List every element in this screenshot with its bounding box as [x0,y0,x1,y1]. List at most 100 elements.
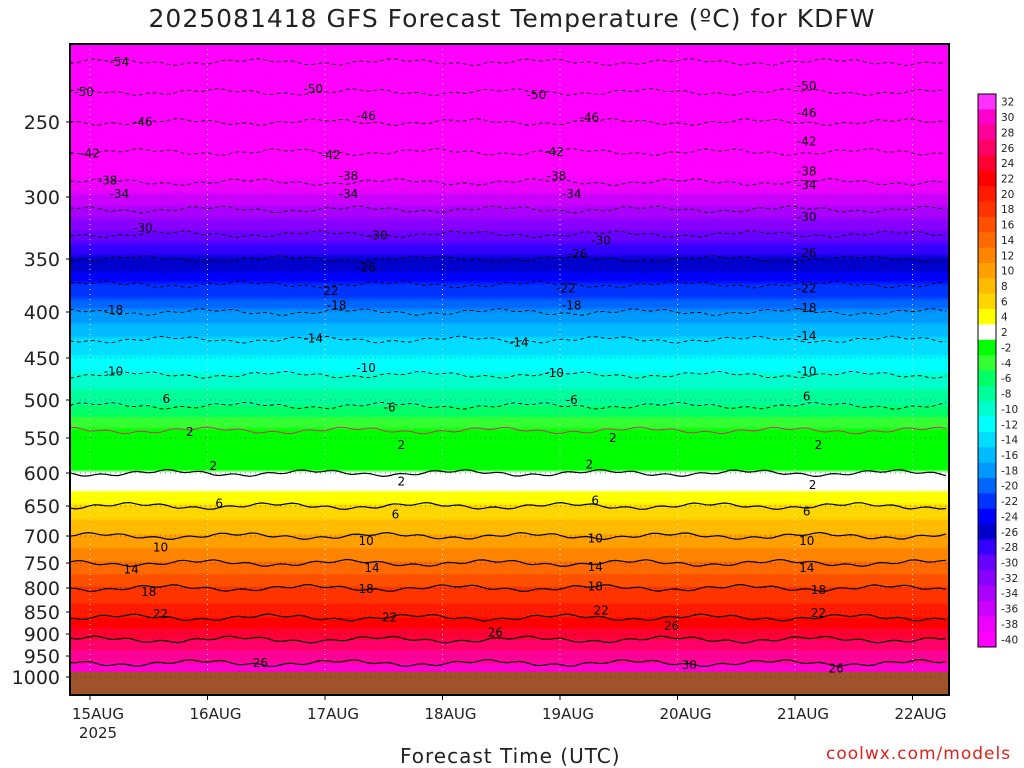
colorbar-swatch [978,508,996,525]
y-axis: 2503003504004505005506006507007508008509… [12,112,70,689]
colorbar-swatch [978,554,996,571]
contour-label: 26 [828,662,843,676]
contour-label: -30 [591,233,611,247]
colorbar-swatch [978,155,996,172]
contour-line [70,178,947,186]
colorbar-swatch [978,600,996,617]
contour-line [70,531,947,541]
contour-label: 26 [488,626,503,640]
contour-line [70,205,947,214]
contour-label: 18 [358,582,373,596]
plot-frame [69,43,950,696]
colorbar-label: 24 [1001,158,1015,170]
contour-label: -30 [368,228,388,242]
contour-label: 10 [358,534,373,548]
colorbar-label: -2 [1001,342,1011,354]
colorbar-swatch [978,524,996,540]
colorbar-swatch [978,478,996,494]
colorbar-swatch [978,293,996,310]
contour-label: -26 [797,246,817,260]
colorbar-swatch [978,324,996,341]
x-tick-label: 20AUG [660,705,712,723]
x-tick-label: 17AUG [307,705,359,723]
x-tick-label: 16AUG [190,705,242,723]
y-tick-label: 800 [24,578,60,600]
contour-label: -10 [544,366,564,380]
contour-label: -26 [356,260,376,274]
contour-label: 14 [588,560,603,574]
contour-label: -10 [356,361,376,375]
contour-label: 26 [664,619,679,633]
y-tick-label: 900 [24,624,60,646]
contour-label: -14 [797,329,817,343]
colorbar-label: -36 [1001,604,1018,616]
colorbar-label: 6 [1001,296,1008,308]
colorbar-label: -26 [1001,527,1018,539]
contour-label: -18 [104,303,124,317]
contour-label: -38 [339,169,359,183]
contour-label: -50 [527,88,547,102]
colorbar-label: 14 [1001,235,1015,247]
colorbar-swatch [978,570,996,587]
colorbar-label: 20 [1001,189,1014,201]
contour-label: -50 [303,82,323,96]
contour-label: -22 [556,282,576,296]
contour-label: -54 [110,55,130,69]
colorbar-label: 30 [1001,112,1014,124]
colorbar-label: 22 [1001,173,1014,185]
y-tick-label: 400 [24,302,60,324]
contour-label: -38 [547,169,567,183]
colorbar-swatch [978,140,996,156]
contour-label: -38 [797,165,817,179]
contour-label: 6 [215,496,223,510]
contour-line [70,401,947,410]
contour-label: -22 [797,282,817,296]
contour-label: 14 [123,563,138,577]
contour-label: 2 [398,475,406,489]
colorbar-swatch [978,247,996,264]
x-tick-label: 15AUG [72,705,124,723]
y-tick-label: 550 [24,428,60,450]
colorbar-swatch [978,216,996,233]
contour-label: -46 [133,115,153,129]
contour-label: -34 [339,187,359,201]
colorbar-label: 26 [1001,143,1015,155]
y-tick-label: 450 [24,348,60,370]
contour-label: 10 [153,540,168,554]
y-tick-label: 750 [24,553,60,575]
contour-label: -10 [104,364,124,378]
colorbar-label: 4 [1001,312,1008,324]
colorbar-swatch [978,186,996,203]
contour-label: -34 [797,178,817,192]
colorbar-swatch [978,462,996,479]
contour-label: -10 [797,364,817,378]
colorbar-swatch [978,585,996,602]
contour-label: -38 [98,174,118,188]
contour-label: 2 [398,438,406,452]
credit-link[interactable]: coolwx.com/models [826,744,1012,764]
colorbar-label: 2 [1001,327,1008,339]
contour-label: -26 [568,247,588,261]
colorbar-label: 8 [1001,281,1008,293]
contour-label: -42 [80,147,100,161]
contour-line [70,658,947,668]
contour-line [70,255,947,263]
colorbar-label: -22 [1001,496,1018,508]
contour-line [70,118,947,126]
contour-label: 6 [803,504,811,518]
contour-label: 22 [811,606,826,620]
contour-label: -14 [303,332,323,346]
contour-label: -42 [544,145,564,159]
contour-label: 22 [153,607,168,621]
contour-label: 14 [799,561,814,575]
x-tick-label: 19AUG [542,705,594,723]
colorbar-swatch [978,94,996,110]
contour-label: -6 [384,401,396,415]
y-tick-label: 250 [24,112,60,134]
colorbar-legend: 32 30 28 26 24 22 20 18 16 14 12 10 8 6 4 2 -2 -4 -6 -8 -10 -… [977,93,1018,648]
contour-label: 2 [186,425,194,439]
colorbar-label: 18 [1001,204,1014,216]
contour-line [70,426,947,435]
colorbar-label: -18 [1001,465,1018,477]
